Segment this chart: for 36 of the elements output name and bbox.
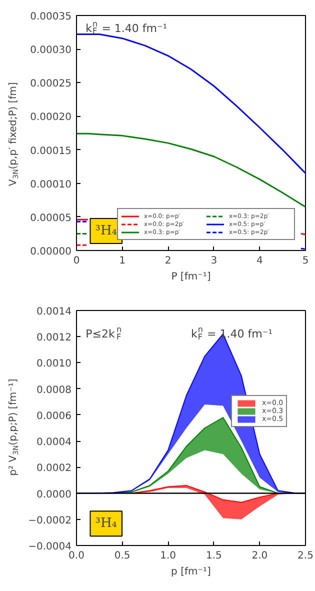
x-tick-label: 2.5 (298, 550, 314, 562)
y-tick-label: 0.0014 (36, 306, 72, 318)
y-tick-label: 0.0000 (36, 489, 72, 500)
y-tick-label: 0.0008 (36, 384, 72, 396)
line-series (76, 132, 306, 208)
y-tick-label: 0.00000 (30, 246, 72, 258)
annotation: ³H₄ (95, 223, 118, 238)
y-tick-label: −0.0002 (28, 515, 72, 526)
x-tick-label: 0 (73, 256, 80, 266)
x-tick-label: 4 (256, 256, 263, 266)
x-tick-label: 2 (164, 256, 172, 266)
x-tick-label: 1 (119, 256, 126, 266)
x-tick-label: 0.0 (68, 550, 84, 562)
y-tick-label: 0.0012 (36, 332, 72, 344)
annotation: ³H₄ (95, 516, 118, 532)
x-tick-label: 1.5 (206, 550, 222, 562)
x-tick-label: 1.0 (160, 550, 176, 562)
y-tick-label: 0.00020 (30, 112, 72, 124)
y-tick-label: 0.0002 (36, 463, 72, 474)
y-tick-label: 0.00030 (30, 45, 72, 56)
x-tick-label: 2.0 (252, 550, 268, 562)
y-tick-label: 0.0004 (36, 437, 72, 448)
x-axis-title: P [fm⁻¹] (171, 272, 211, 282)
y-tick-label: 0.0010 (36, 358, 72, 370)
y-tick-label: 0.00010 (30, 179, 72, 190)
y-tick-label: 0.00025 (30, 78, 72, 90)
y-tick-label: 0.00035 (30, 12, 72, 22)
y-tick-label: 0.00015 (30, 146, 72, 157)
y-tick-label: 0.0006 (36, 410, 72, 422)
x-axis-title: p [fm⁻¹] (171, 566, 212, 578)
x-tick-label: 0.5 (114, 550, 130, 562)
y-tick-label: 0.00005 (30, 212, 72, 224)
x-tick-label: 3 (210, 256, 218, 266)
x-tick-label: 5 (302, 256, 309, 266)
line-series (76, 34, 306, 174)
y-tick-label: −0.0004 (28, 542, 72, 552)
